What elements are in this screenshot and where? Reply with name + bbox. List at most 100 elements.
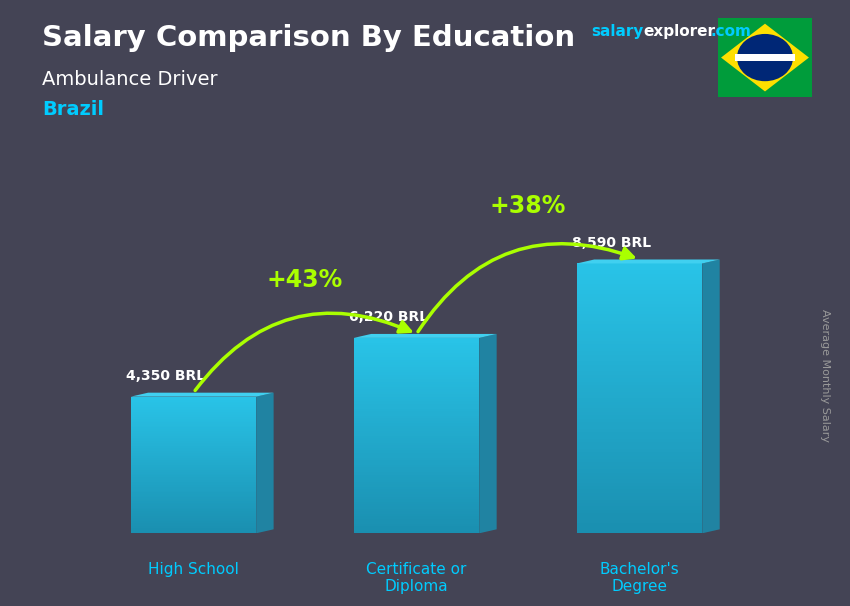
Bar [354,341,479,343]
Bar [131,525,256,527]
Bar [577,510,702,513]
Text: 8,590 BRL: 8,590 BRL [572,236,651,250]
Bar [131,516,256,518]
Bar [577,338,702,341]
Bar [577,351,702,355]
Bar [577,365,702,368]
Text: +38%: +38% [490,193,566,218]
Bar [577,294,702,297]
Bar [131,485,256,487]
Bar [131,475,256,477]
Text: High School: High School [148,562,239,577]
Bar [131,456,256,458]
Bar [577,318,702,321]
Bar [354,355,479,358]
Bar [131,435,256,436]
Bar [354,484,479,487]
Bar [131,410,256,412]
Bar [577,473,702,476]
Bar [354,499,479,502]
Bar [354,509,479,511]
Bar [577,415,702,419]
Bar [354,448,479,450]
Bar [354,470,479,472]
Bar [131,462,256,463]
Bar [354,458,479,460]
Bar [131,433,256,435]
Bar [354,467,479,470]
Bar [577,499,702,503]
Bar [577,388,702,391]
Bar [131,458,256,460]
Bar [577,290,702,294]
Bar [577,466,702,469]
Bar [354,353,479,355]
Bar [131,511,256,513]
Bar [577,358,702,361]
Bar [131,427,256,429]
Bar [577,428,702,432]
Bar [354,375,479,377]
Bar [354,394,479,396]
Bar [354,491,479,494]
Polygon shape [479,334,496,533]
Bar [577,408,702,412]
Bar [354,453,479,455]
Bar [131,451,256,453]
Bar [577,476,702,479]
Bar [131,444,256,446]
Bar [131,523,256,525]
Bar [354,428,479,431]
Bar [131,417,256,419]
Text: explorer: explorer [643,24,716,39]
Bar [577,405,702,408]
Bar [577,301,702,304]
Bar [577,513,702,516]
Text: Ambulance Driver: Ambulance Driver [42,70,218,88]
Bar [131,441,256,443]
Text: Bachelor's
Degree: Bachelor's Degree [599,562,679,594]
Bar [131,502,256,504]
Bar [577,483,702,486]
Bar [577,284,702,287]
Bar [577,432,702,436]
Bar [577,496,702,499]
Bar [354,521,479,524]
Bar [131,504,256,506]
Bar [354,431,479,433]
Bar [354,338,479,341]
Bar [577,355,702,358]
Bar [354,438,479,441]
Bar [354,462,479,465]
Polygon shape [131,393,274,397]
Bar [354,414,479,416]
Bar [577,375,702,378]
Polygon shape [256,393,274,533]
Bar [131,531,256,533]
Bar [354,477,479,479]
Bar [131,508,256,510]
Bar [131,436,256,438]
Bar [577,324,702,328]
Bar [577,445,702,449]
Bar [131,479,256,481]
Bar [354,504,479,507]
Bar [131,530,256,531]
Bar [577,462,702,466]
Bar [354,487,479,489]
Bar [354,411,479,414]
Bar [354,365,479,367]
Bar [131,494,256,496]
Bar [577,382,702,385]
Bar [354,494,479,497]
Bar [577,267,702,270]
Bar [131,482,256,484]
Bar [131,404,256,405]
Bar [577,442,702,445]
Bar [354,416,479,419]
Bar [577,452,702,456]
Bar [577,314,702,318]
Bar [131,481,256,482]
Text: 6,220 BRL: 6,220 BRL [349,310,428,324]
Bar [577,371,702,375]
